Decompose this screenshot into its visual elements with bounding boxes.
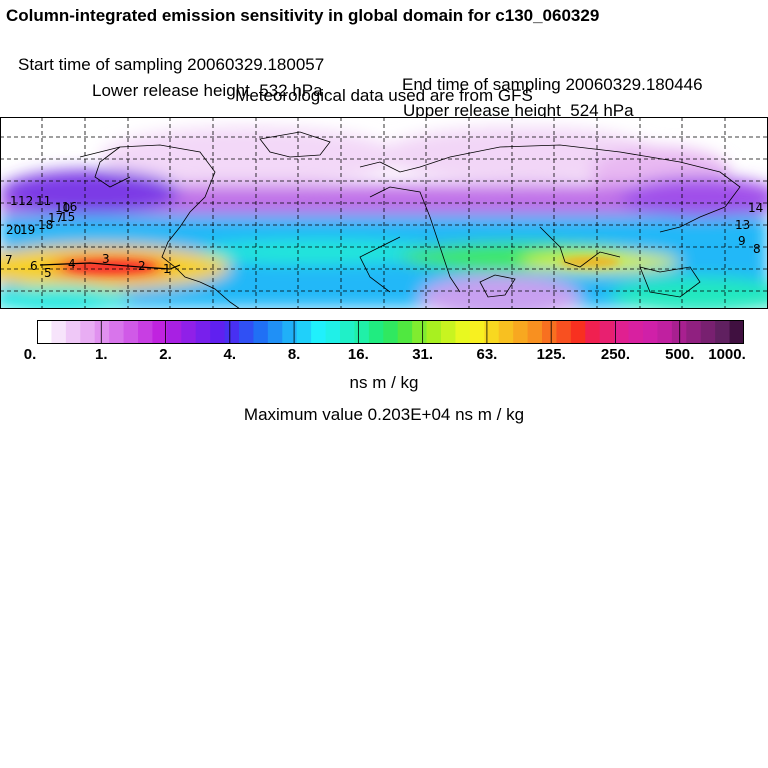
start-time: Start time of sampling 20060329.180057 (18, 55, 325, 74)
track-label-10: 10 (55, 201, 70, 215)
colorbar-cell (239, 320, 255, 344)
colorbar-cell (441, 320, 457, 344)
colorbar-cell (181, 320, 197, 344)
colorbar-cell (715, 320, 731, 344)
track-label-13: 13 (735, 218, 750, 232)
met-data-note: Meteorological data used are from GFS (235, 86, 533, 105)
colorbar-cell (426, 320, 442, 344)
colorbar-units: ns m / kg (349, 373, 419, 392)
colorbar-cell (570, 320, 586, 344)
sensitivity-field (0, 117, 768, 309)
colorbar-cell (700, 320, 716, 344)
track-label-11: 11 (36, 194, 51, 208)
colorbar-cell (195, 320, 211, 344)
colorbar-cell (37, 320, 53, 344)
track-label-1a: 1 (10, 194, 18, 208)
track-label-12: 12 (18, 194, 33, 208)
track-label-2: 2 (138, 259, 146, 273)
colorbar-cell (542, 320, 558, 344)
colorbar-cell (397, 320, 413, 344)
coastlines (79, 131, 741, 309)
colorbar-tick-label: 63. (476, 346, 498, 363)
track-label-15: 15 (60, 210, 75, 224)
colorbar-cell (152, 320, 168, 344)
track-label-1: 1 (163, 262, 171, 276)
track-label-17: 17 (48, 211, 63, 225)
track-label-4: 4 (68, 257, 76, 271)
colorbar-cell (643, 320, 659, 344)
upper-release-height: Upper release height 524 hPa (403, 101, 634, 120)
track-label-16: 16 (62, 200, 77, 214)
colorbar-cell (354, 320, 370, 344)
track-label-18: 18 (38, 218, 53, 232)
colorbar-cell (614, 320, 630, 344)
release-height-row: Lower release height 532 hPa Upper relea… (0, 61, 768, 121)
colorbar-tick-label: 125. (536, 346, 566, 363)
colorbar-cell (729, 320, 744, 344)
colorbar-cell (340, 320, 356, 344)
colorbar-cell (296, 320, 312, 344)
colorbar-cell (166, 320, 182, 344)
track-label-5: 5 (44, 266, 52, 280)
sampling-time-row: Start time of sampling 20060329.180057 E… (0, 35, 768, 95)
colorbar-cell (527, 320, 543, 344)
colorbar-cell (325, 320, 341, 344)
track-labels: 1 12 11 10 20 19 18 7 6 5 4 3 2 1 17 16 … (5, 194, 763, 280)
colorbar-tick-label: 1000. (708, 346, 746, 363)
track-label-3: 3 (102, 252, 110, 266)
colorbar-cell (513, 320, 529, 344)
track-label-9: 9 (738, 234, 746, 248)
colorbar-cell (412, 320, 428, 344)
colorbar-tick-label: 2. (159, 346, 172, 363)
maximum-value: Maximum value 0.203E+04 ns m / kg (243, 405, 525, 424)
colorbar-tick-label: 16. (347, 346, 369, 363)
colorbar-cell (311, 320, 327, 344)
colorbar-cell (686, 320, 702, 344)
flight-track (39, 262, 181, 270)
colorbar-cell (282, 320, 298, 344)
end-time: End time of sampling 20060329.180446 (402, 75, 703, 94)
colorbar-tick-label: 1. (95, 346, 108, 363)
colorbar-cell (368, 320, 384, 344)
colorbar-cell (109, 320, 125, 344)
colorbar-cell (138, 320, 154, 344)
lower-release-height: Lower release height 532 hPa (92, 81, 323, 100)
colorbar-tick-label: 8. (287, 346, 301, 363)
track-label-14: 14 (748, 201, 763, 215)
colorbar-cell (498, 320, 514, 344)
colorbar-cell (585, 320, 601, 344)
colorbar-cell (123, 320, 139, 344)
sensitivity-map: 1 12 11 10 20 19 18 7 6 5 4 3 2 1 17 16 … (0, 117, 768, 309)
colorbar-cell (455, 320, 471, 344)
colorbar-cell (65, 320, 81, 344)
colorbar-cell (51, 320, 67, 344)
colorbar-cell (383, 320, 399, 344)
colorbar-cell (657, 320, 673, 344)
colorbar-cell (599, 320, 615, 344)
colorbar-cell (210, 320, 226, 344)
track-label-7: 7 (5, 253, 13, 267)
track-label-19: 19 (20, 223, 35, 237)
colorbar-tick-label: 250. (600, 346, 631, 363)
colorbar-tick-label: 0. (23, 346, 37, 363)
colorbar-tick-label: 500. (665, 346, 695, 363)
track-label-8: 8 (753, 242, 761, 256)
colorbar-cell (628, 320, 644, 344)
plot-title: Column-integrated emission sensitivity i… (6, 6, 600, 25)
colorbar-cell (469, 320, 485, 344)
colorbar-cell (484, 320, 500, 344)
graticule (0, 117, 768, 309)
colorbar-cell (80, 320, 96, 344)
colorbar-cell (556, 320, 572, 344)
colorbar-tick-label: 4. (223, 346, 237, 363)
track-label-20: 20 (6, 223, 21, 237)
colorbar-cell (94, 320, 110, 344)
colorbar-tick-label: 31. (412, 346, 434, 363)
colorbar (37, 320, 744, 344)
colorbar-cell (267, 320, 283, 344)
colorbar-cell (224, 320, 240, 344)
track-label-6: 6 (30, 259, 38, 273)
colorbar-cell (253, 320, 269, 344)
